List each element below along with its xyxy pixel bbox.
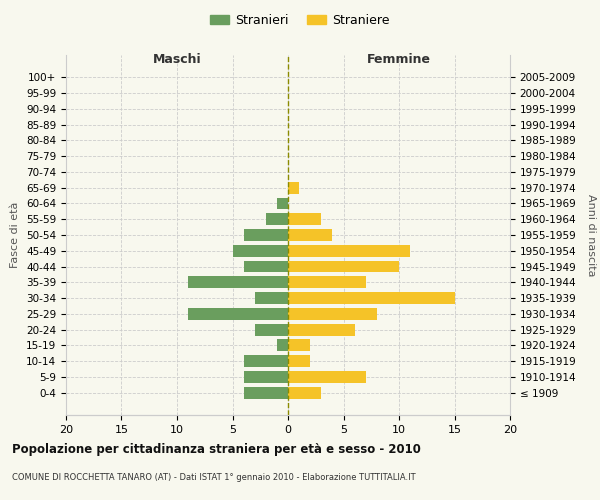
Text: Popolazione per cittadinanza straniera per età e sesso - 2010: Popolazione per cittadinanza straniera p… [12,442,421,456]
Text: Femmine: Femmine [367,53,431,66]
Bar [288,229,332,241]
Bar [288,356,310,367]
Bar [288,245,410,256]
Bar [277,340,288,351]
Bar [288,260,399,272]
Bar [254,324,288,336]
Text: COMUNE DI ROCCHETTA TANARO (AT) - Dati ISTAT 1° gennaio 2010 - Elaborazione TUTT: COMUNE DI ROCCHETTA TANARO (AT) - Dati I… [12,472,416,482]
Bar [288,340,310,351]
Text: Maschi: Maschi [152,53,202,66]
Bar [288,324,355,336]
Bar [288,276,366,288]
Bar [188,276,288,288]
Bar [244,260,288,272]
Y-axis label: Anni di nascita: Anni di nascita [586,194,596,276]
Bar [244,229,288,241]
Legend: Stranieri, Straniere: Stranieri, Straniere [205,8,395,32]
Bar [244,356,288,367]
Bar [233,245,288,256]
Bar [244,371,288,383]
Bar [288,292,455,304]
Bar [288,371,366,383]
Bar [266,214,288,225]
Y-axis label: Fasce di età: Fasce di età [10,202,20,268]
Bar [188,308,288,320]
Bar [288,308,377,320]
Bar [277,198,288,209]
Bar [288,182,299,194]
Bar [288,387,322,398]
Bar [244,387,288,398]
Bar [288,214,322,225]
Bar [254,292,288,304]
